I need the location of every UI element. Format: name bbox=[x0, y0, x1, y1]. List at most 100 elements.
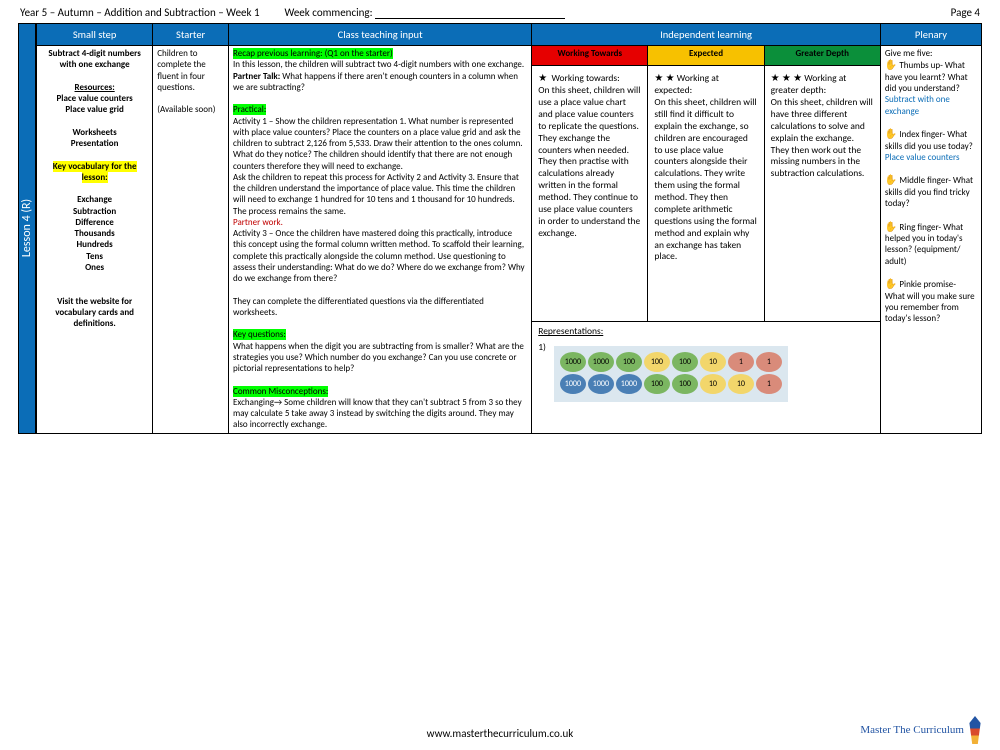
activity1-text: Activity 1 – Show the children represent… bbox=[233, 116, 523, 172]
wt-header: Working Towards bbox=[532, 46, 648, 66]
pv-chip-10: 10 bbox=[700, 352, 726, 372]
activity2-text: Ask the children to repeat this process … bbox=[233, 172, 519, 217]
key-questions-text: What happens when the digit you are subt… bbox=[233, 341, 524, 375]
index-label: Index finger- bbox=[899, 129, 945, 140]
hand-icon: ✋ bbox=[885, 220, 897, 233]
lesson-tab: Lesson 4 (R) bbox=[18, 23, 36, 434]
star-icon: ★ bbox=[538, 71, 547, 84]
pv-chip-100: 100 bbox=[616, 352, 642, 372]
vocab-item: Exchange bbox=[41, 194, 148, 205]
pinkie-q: What will you make sure you remember fro… bbox=[885, 291, 975, 325]
resource-item: Worksheets bbox=[41, 127, 148, 138]
starter-line1: Children to complete the fluent in four … bbox=[157, 48, 224, 93]
key-questions-label: Key questions: bbox=[233, 329, 286, 340]
star-icon: ★ ★ bbox=[654, 71, 674, 84]
wt-lead: Working towards: bbox=[551, 72, 619, 84]
chip-row: 100010001001001001011 bbox=[560, 352, 782, 372]
week-commencing-label: Week commencing: bbox=[284, 6, 372, 19]
recap-heading: Recap previous learning: (Q1 on the star… bbox=[233, 48, 393, 59]
pv-chip-100: 100 bbox=[672, 374, 698, 394]
partner-work: Partner work. bbox=[233, 217, 283, 228]
col-plenary: Plenary bbox=[880, 24, 981, 46]
pv-chip-10: 10 bbox=[728, 374, 754, 394]
cell-starter: Children to complete the fluent in four … bbox=[153, 46, 229, 434]
week-commencing-blank bbox=[375, 18, 565, 19]
gd-header: Greater Depth bbox=[764, 46, 880, 66]
starter-line2: (Available soon) bbox=[157, 104, 224, 115]
col-class-input: Class teaching input bbox=[229, 24, 532, 46]
partner-talk-label: Partner Talk: bbox=[233, 71, 280, 82]
ex-header: Expected bbox=[648, 46, 764, 66]
gd-cell: ★ ★ ★ Working at greater depth: On this … bbox=[764, 66, 880, 322]
resource-item: Place value grid bbox=[41, 104, 148, 115]
vocab-footnote: Visit the website for vocabulary cards a… bbox=[41, 296, 148, 330]
hand-icon: ✋ bbox=[885, 58, 897, 71]
misconceptions-text: Exchanging→ Some children will know that… bbox=[233, 397, 522, 431]
pv-chip-1000: 1000 bbox=[560, 374, 586, 394]
thumb-label: Thumbs up- bbox=[899, 60, 942, 71]
pv-chip-1: 1 bbox=[728, 352, 754, 372]
vocab-item: Subtraction bbox=[41, 206, 148, 217]
vocab-item: Ones bbox=[41, 262, 148, 273]
diff-text: They can complete the differentiated que… bbox=[233, 296, 484, 318]
pv-chip-1: 1 bbox=[756, 374, 782, 394]
hand-icon: ✋ bbox=[885, 277, 897, 290]
chip-row: 10001000100010010010101 bbox=[560, 374, 782, 394]
rep-label: Representations: bbox=[538, 325, 603, 337]
resource-item: Place value counters bbox=[41, 93, 148, 104]
header-row: Small step Starter Class teaching input … bbox=[37, 24, 982, 46]
vocab-item: Difference bbox=[41, 217, 148, 228]
vocab-label: Key vocabulary for the lesson: bbox=[53, 161, 137, 183]
pv-chip-1000: 1000 bbox=[588, 352, 614, 372]
brand-text: Master The Curriculum bbox=[860, 724, 964, 736]
ex-cell: ★ ★ Working at expected: On this sheet, … bbox=[648, 66, 764, 322]
resources-label: Resources: bbox=[41, 82, 148, 93]
thumb-ans: Subtract with one exchange bbox=[885, 94, 950, 116]
vocab-item: Thousands bbox=[41, 228, 148, 239]
header-title: Year 5 – Autumn – Addition and Subtracti… bbox=[20, 6, 260, 19]
pv-chip-10: 10 bbox=[700, 374, 726, 394]
intro-text: In this lesson, the children will subtra… bbox=[233, 59, 524, 70]
middle-label: Middle finger- bbox=[899, 175, 951, 186]
pv-chip-1000: 1000 bbox=[560, 352, 586, 372]
col-independent: Independent learning bbox=[532, 24, 881, 46]
index-ans: Place value counters bbox=[885, 152, 960, 163]
pv-chip-1000: 1000 bbox=[588, 374, 614, 394]
pinkie-label: Pinkie promise- bbox=[899, 279, 956, 290]
hand-icon: ✋ bbox=[885, 127, 897, 140]
col-starter: Starter bbox=[153, 24, 229, 46]
rep-item-num: 1) bbox=[538, 342, 546, 354]
ring-label: Ring finger- bbox=[899, 222, 941, 233]
pv-chip-1000: 1000 bbox=[616, 374, 642, 394]
rep-visual: 100010001001001001011 100010001000100100… bbox=[554, 346, 788, 402]
star-icon: ★ ★ ★ bbox=[771, 71, 802, 84]
page-header: Year 5 – Autumn – Addition and Subtracti… bbox=[0, 0, 1000, 23]
cell-plenary: Give me five: ✋ Thumbs up- What have you… bbox=[880, 46, 981, 434]
footer-url: www.masterthecurriculum.co.uk bbox=[0, 727, 1000, 740]
lesson-plan-table: Small step Starter Class teaching input … bbox=[36, 23, 982, 434]
misconceptions-label: Common Misconceptions: bbox=[233, 386, 328, 397]
lesson-label: Lesson 4 (R) bbox=[20, 199, 34, 257]
cell-small-step: Subtract 4-digit numbers with one exchan… bbox=[37, 46, 153, 434]
gd-body: On this sheet, children will have three … bbox=[771, 96, 873, 179]
resource-item: Presentation bbox=[41, 138, 148, 149]
brand-logo: Master The Curriculum bbox=[860, 716, 982, 744]
pv-chip-1: 1 bbox=[756, 352, 782, 372]
vocab-item: Tens bbox=[41, 251, 148, 262]
col-small-step: Small step bbox=[37, 24, 153, 46]
vocab-item: Hundreds bbox=[41, 239, 148, 250]
pv-chip-100: 100 bbox=[644, 374, 670, 394]
page-number: Page 4 bbox=[951, 6, 980, 19]
pv-chip-100: 100 bbox=[672, 352, 698, 372]
feather-icon bbox=[968, 716, 982, 744]
pv-chip-100: 100 bbox=[644, 352, 670, 372]
practical-label: Practical: bbox=[233, 104, 266, 115]
representations-cell: Representations: 1) 10001000100100100101… bbox=[532, 322, 881, 433]
cell-class-input: Recap previous learning: (Q1 on the star… bbox=[229, 46, 532, 434]
plenary-intro: Give me five: bbox=[885, 48, 977, 59]
ex-body: On this sheet, children will still find … bbox=[654, 96, 756, 262]
wt-cell: ★ Working towards: On this sheet, childr… bbox=[532, 66, 648, 322]
hand-icon: ✋ bbox=[885, 173, 897, 186]
wt-body: On this sheet, children will use a place… bbox=[538, 84, 640, 239]
small-step-title: Subtract 4-digit numbers with one exchan… bbox=[41, 48, 148, 71]
